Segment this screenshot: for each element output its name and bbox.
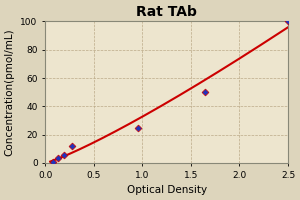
- Y-axis label: Concentration(pmol/mL): Concentration(pmol/mL): [5, 28, 15, 156]
- X-axis label: Optical Density: Optical Density: [127, 185, 207, 195]
- Title: Rat TAb: Rat TAb: [136, 5, 197, 19]
